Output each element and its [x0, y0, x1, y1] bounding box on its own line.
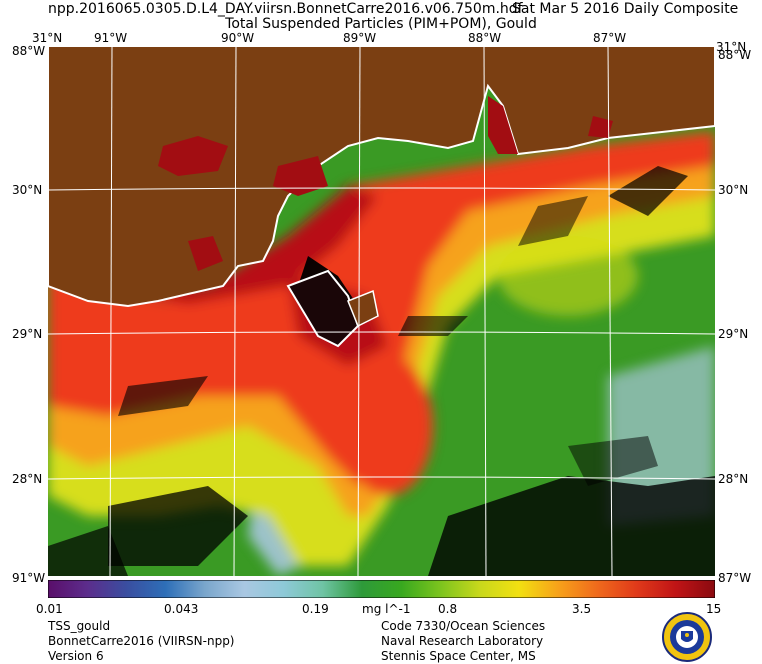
colorbar-label-4: 3.5	[572, 602, 592, 616]
footer-location: Stennis Space Center, MS	[381, 649, 536, 663]
lon-tick-87: 87°W	[593, 31, 627, 45]
product-title: Total Suspended Particles (PIM+POM), Gou…	[225, 16, 537, 32]
lat-tick-left-28: 28°N	[12, 472, 43, 486]
tss-map	[48, 46, 715, 576]
footer-lab: Naval Research Laboratory	[381, 634, 544, 648]
lat-tick-right-29: 29°N	[718, 327, 749, 341]
lat-tick-right-28: 28°N	[718, 472, 749, 486]
lon-tick-91: 91°W	[94, 31, 128, 45]
corner-lon-bottom-right: 87°W	[718, 571, 752, 585]
colorbar-label-0: 0.01	[36, 602, 63, 616]
corner-lon-bottom-left: 91°W	[12, 571, 46, 585]
colorbar	[48, 580, 715, 598]
corner-lon-top-right: 88°W	[718, 48, 752, 62]
lon-tick-88: 88°W	[468, 31, 502, 45]
lon-tick-90: 90°W	[221, 31, 255, 45]
lat-tick-left-29: 29°N	[12, 327, 43, 341]
footer-region: BonnetCarre2016 (VIIRSN-npp)	[48, 634, 235, 648]
footer-product: TSS_gould	[48, 619, 111, 633]
land	[48, 46, 715, 308]
colorbar-unit: mg l^-1	[362, 602, 411, 616]
file-title: npp.2016065.0305.D.L4_DAY.viirsn.BonnetC…	[48, 1, 523, 17]
date-title: Sat Mar 5 2016 Daily Composite	[512, 1, 739, 17]
colorbar-label-2: 0.19	[302, 602, 329, 616]
graticule	[48, 46, 715, 576]
colorbar-label-5: 15	[706, 602, 722, 616]
corner-lat-top-left: 31°N	[32, 31, 63, 45]
lat-tick-right-30: 30°N	[718, 183, 749, 197]
file-name: npp.2016065.0305.D.L4_DAY.viirsn.BonnetC…	[48, 1, 523, 17]
colorbar-label-1: 0.043	[164, 602, 199, 616]
footer-version: Version 6	[48, 649, 104, 663]
lon-tick-89: 89°W	[343, 31, 377, 45]
nrl-seal-logo	[662, 612, 712, 662]
colorbar-label-3: 0.8	[438, 602, 458, 616]
footer-code: Code 7330/Ocean Sciences	[381, 619, 546, 633]
corner-lon-top-left: 88°W	[12, 44, 46, 58]
mississippi-delta	[286, 269, 379, 348]
lat-tick-left-30: 30°N	[12, 183, 43, 197]
corner-lat-top-right: 31°N	[716, 40, 747, 54]
